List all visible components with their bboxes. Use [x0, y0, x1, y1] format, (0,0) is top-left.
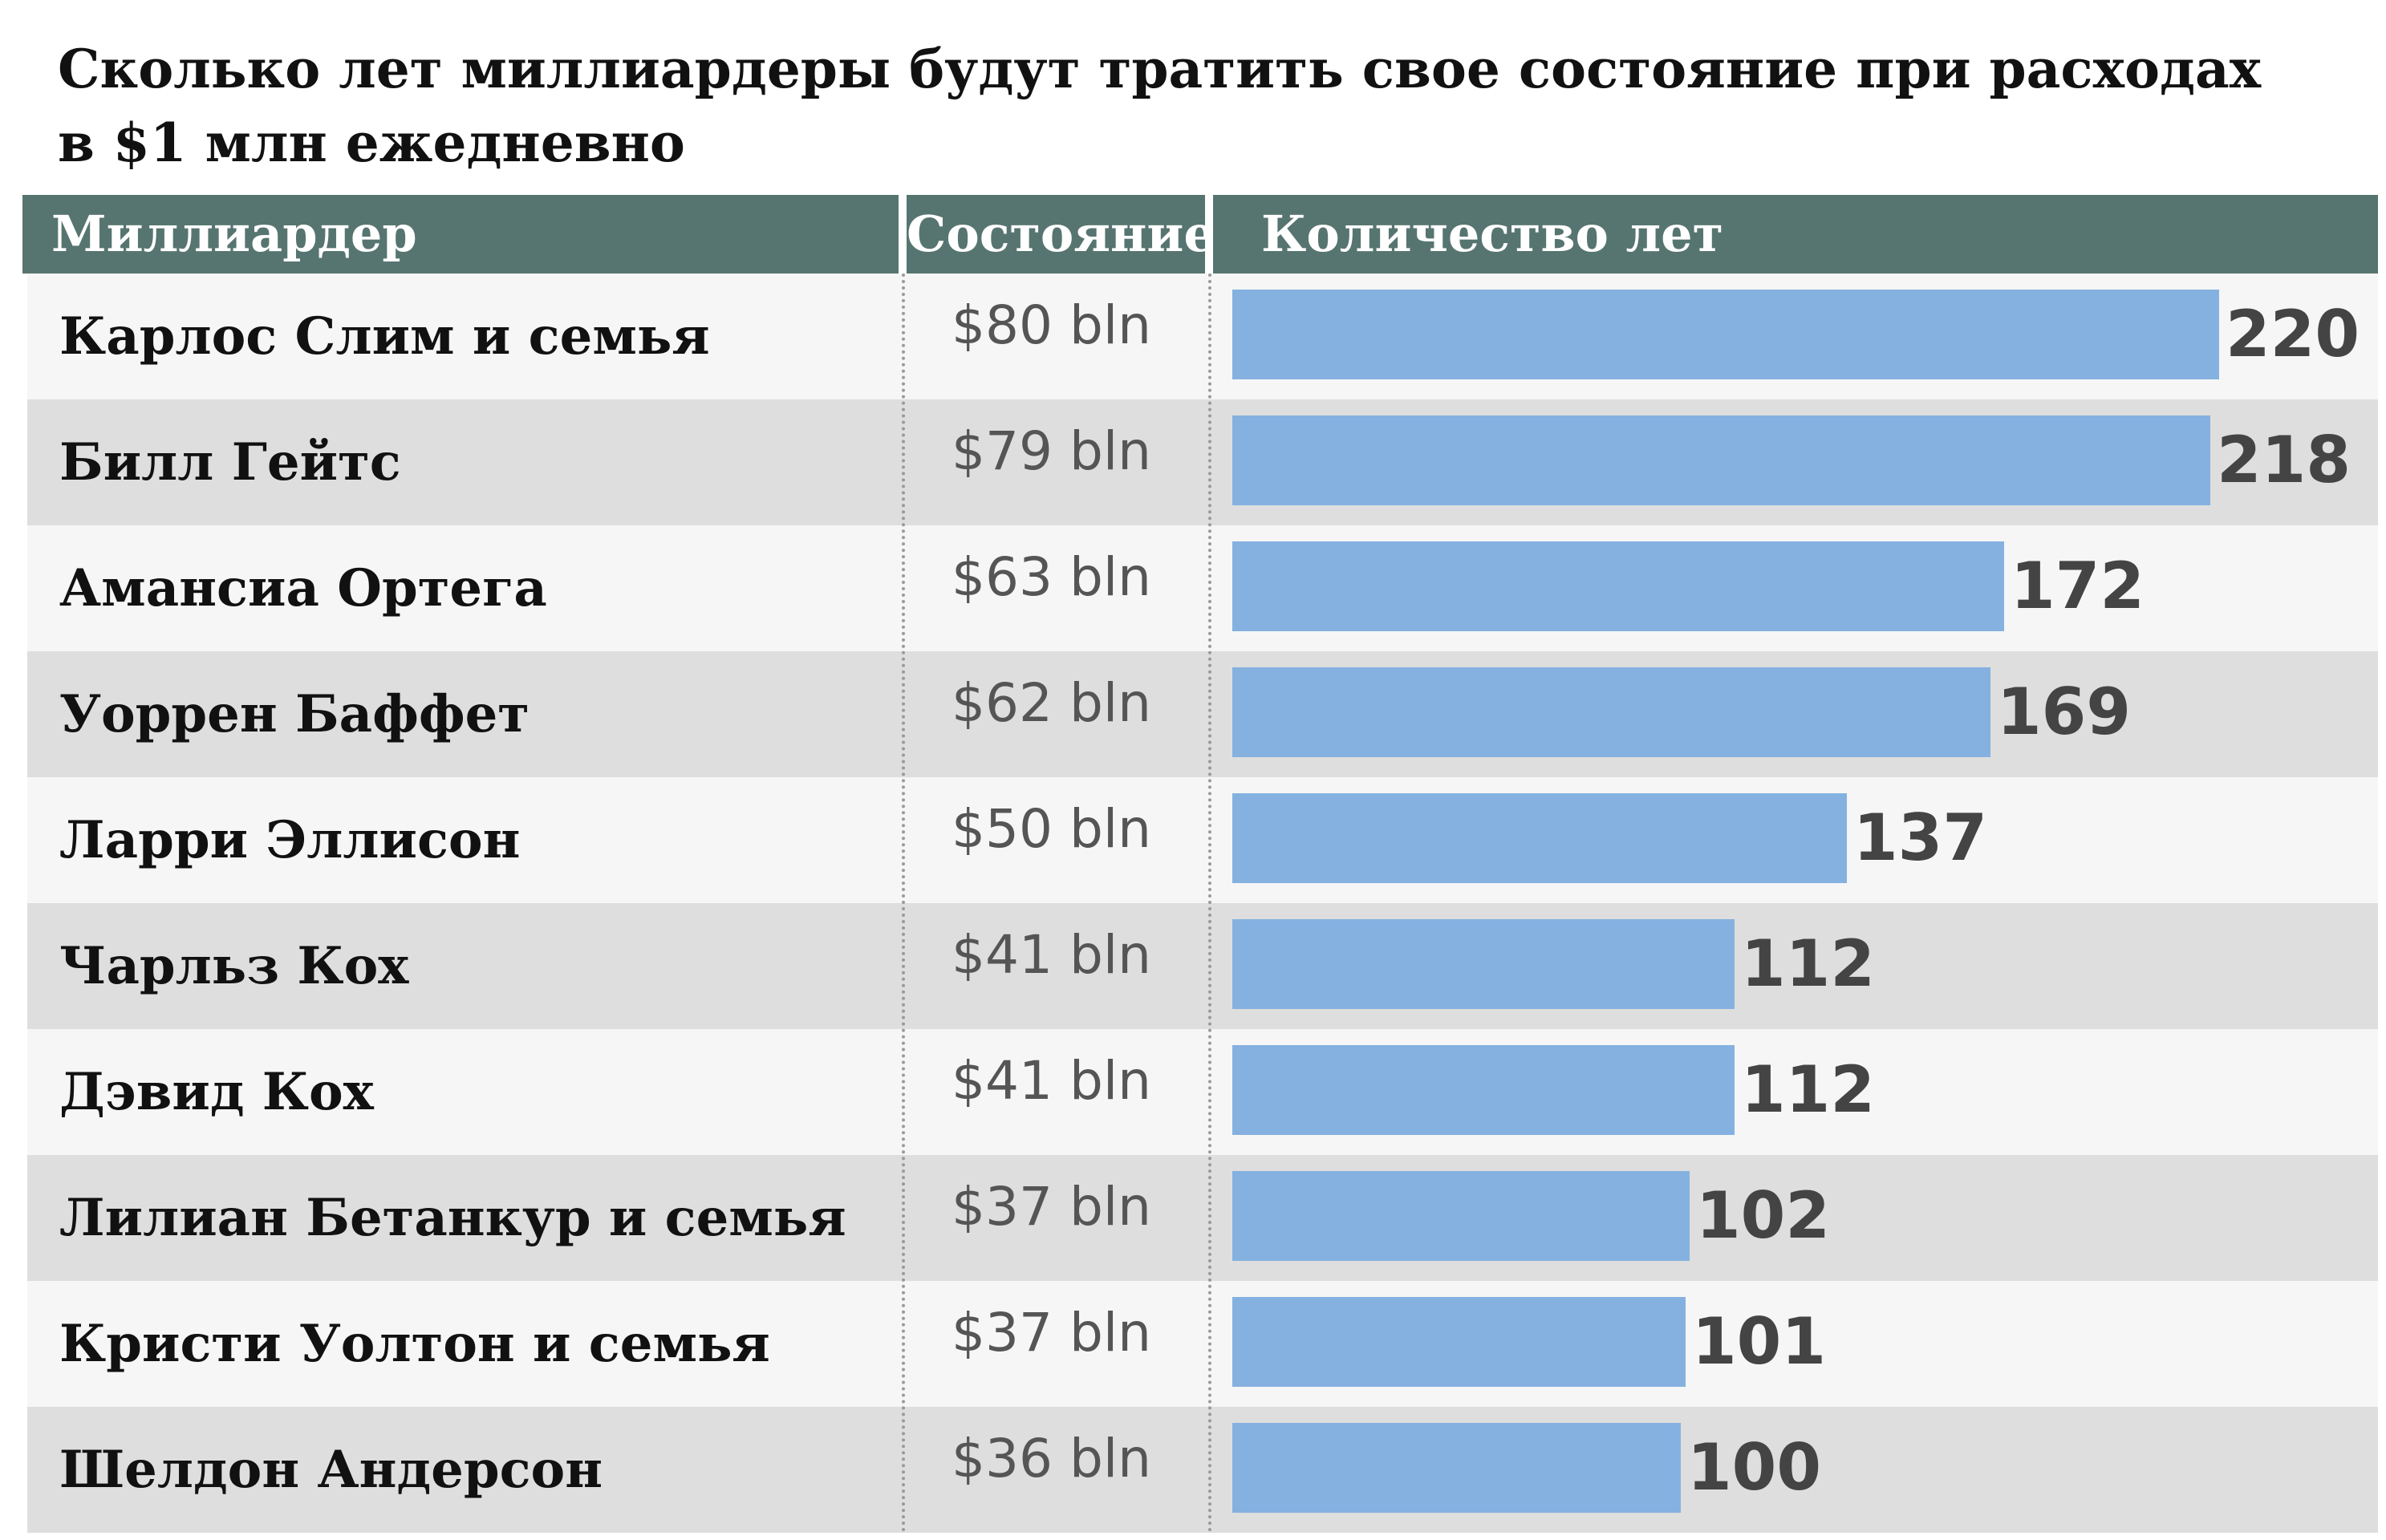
wealth-value: $63 bln — [952, 546, 1152, 608]
years-bar-label: 112 — [1741, 1052, 1875, 1127]
years-bar — [1232, 919, 1735, 1009]
table-row: Лилиан Бетанкур и семья $37 bln 102 — [27, 1155, 2378, 1281]
table-row: Билл Гейтс $79 bln 218 — [27, 399, 2378, 525]
wealth-value: $80 bln — [952, 294, 1152, 356]
table-row: Шелдон Андерсон $36 bln 100 — [27, 1407, 2378, 1533]
wealth-value: $41 bln — [952, 1050, 1152, 1112]
table-row: Дэвид Кох $41 bln 112 — [27, 1029, 2378, 1155]
table-row: Карлос Слим и семья $80 bln 220 — [27, 274, 2378, 399]
column-header-years: Количество лет — [1213, 195, 2378, 274]
wealth-value: $37 bln — [952, 1302, 1152, 1364]
years-bar — [1232, 290, 2219, 379]
years-bar — [1232, 1297, 1686, 1387]
table-row: Амансиа Ортега $63 bln 172 — [27, 525, 2378, 651]
column-divider-wealth — [902, 274, 905, 1533]
billionaires-table: Миллиардер Состояние Количество лет Карл… — [22, 195, 2378, 1533]
billionaire-name: Амансиа Ортега — [59, 558, 547, 618]
wealth-value: $50 bln — [952, 798, 1152, 860]
table-header: Миллиардер Состояние Количество лет — [22, 195, 2378, 274]
wealth-value: $41 bln — [952, 924, 1152, 986]
chart-title: Сколько лет миллиардеры будут тратить св… — [58, 38, 2262, 174]
years-bar — [1232, 541, 2004, 631]
billionaire-name: Лилиан Бетанкур и семья — [59, 1188, 846, 1248]
years-bar — [1232, 1171, 1690, 1261]
wealth-value: $62 bln — [952, 672, 1152, 734]
table-row: Уоррен Баффет $62 bln 169 — [27, 651, 2378, 777]
wealth-value: $37 bln — [952, 1176, 1152, 1238]
billionaire-name: Билл Гейтс — [59, 432, 401, 492]
years-bar-label: 169 — [1997, 675, 2131, 749]
years-bar-label: 112 — [1741, 926, 1875, 1001]
table-row: Ларри Эллисон $50 bln 137 — [27, 777, 2378, 903]
years-bar-label: 100 — [1687, 1430, 1821, 1505]
years-bar-label: 172 — [2011, 549, 2145, 623]
years-bar — [1232, 667, 1990, 757]
column-header-wealth: Состояние — [907, 195, 1205, 274]
wealth-value: $79 bln — [952, 420, 1152, 482]
years-bar — [1232, 1045, 1735, 1135]
years-bar-label: 102 — [1696, 1178, 1830, 1253]
years-bar — [1232, 1423, 1681, 1513]
column-divider-years — [1208, 274, 1211, 1533]
billionaire-name: Шелдон Андерсон — [59, 1440, 603, 1500]
table-row: Кристи Уолтон и семья $37 bln 101 — [27, 1281, 2378, 1407]
years-bar — [1232, 415, 2210, 505]
billionaire-name: Уоррен Баффет — [59, 684, 530, 744]
billionaire-name: Ларри Эллисон — [59, 810, 521, 870]
table-body: Карлос Слим и семья $80 bln 220 Билл Гейтс $… — [22, 274, 2378, 1533]
years-bar-label: 218 — [2217, 423, 2351, 497]
wealth-value: $36 bln — [952, 1428, 1152, 1489]
column-header-billionaire: Миллиардер — [22, 195, 899, 274]
billionaire-name: Кристи Уолтон и семья — [59, 1314, 770, 1374]
billionaire-name: Карлос Слим и семья — [59, 306, 710, 367]
years-bar — [1232, 793, 1847, 883]
years-bar-label: 220 — [2226, 297, 2360, 371]
years-bar-label: 101 — [1692, 1304, 1826, 1379]
table-row: Чарльз Кох $41 bln 112 — [27, 903, 2378, 1029]
billionaire-name: Чарльз Кох — [59, 936, 409, 996]
billionaire-name: Дэвид Кох — [59, 1062, 374, 1122]
years-bar-label: 137 — [1853, 800, 1987, 875]
